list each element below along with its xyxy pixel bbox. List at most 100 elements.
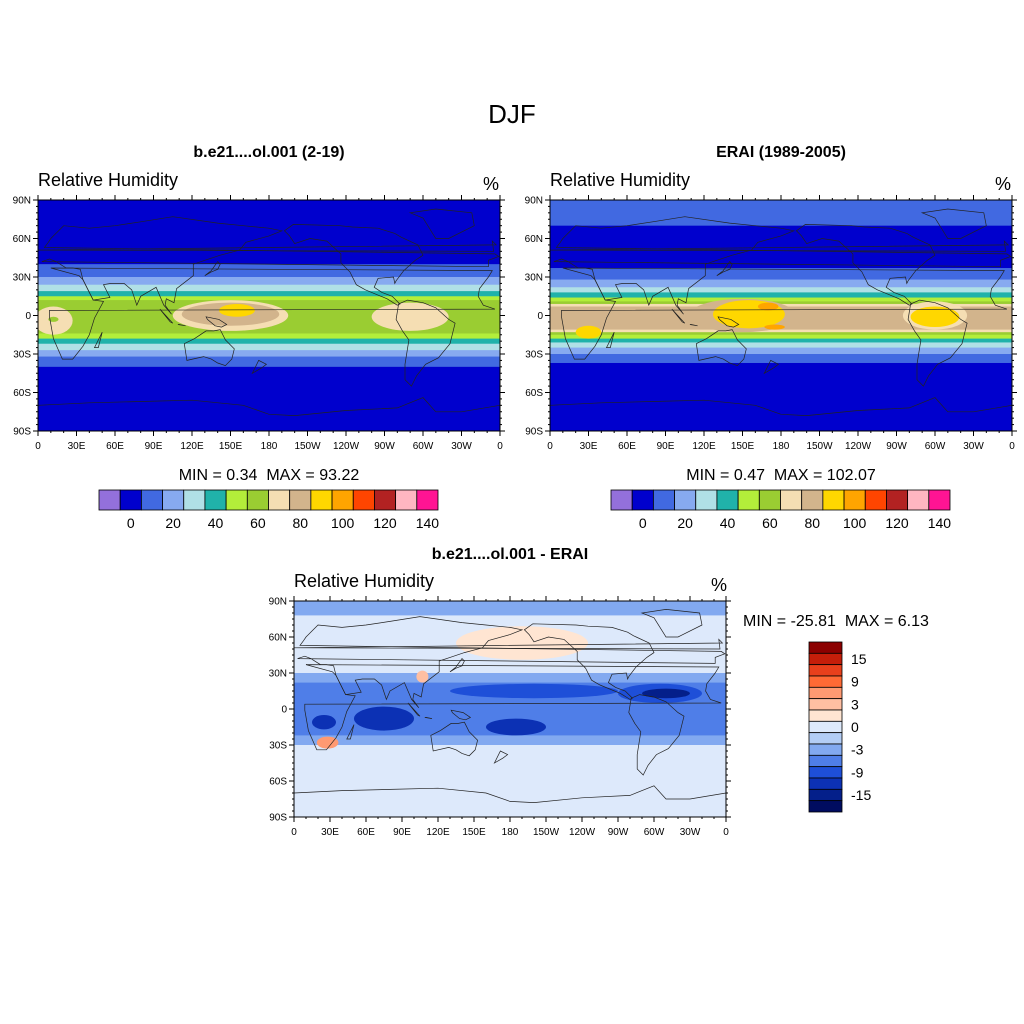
colorbar-model: 0 20 40 60 80 100 120 140 xyxy=(98,489,439,531)
panel-obs-variable: Relative Humidity xyxy=(550,170,691,190)
contour-region xyxy=(642,688,690,699)
lon-tick-label: 120E xyxy=(692,441,716,452)
colorbar-obs: 0 20 40 60 80 100 120 140 xyxy=(610,489,951,531)
lon-tick-label: 180 xyxy=(773,441,790,452)
coastline xyxy=(424,717,433,719)
colorbar-swatch xyxy=(716,489,739,511)
colorbar-swatch xyxy=(907,489,930,511)
colorbar-swatch xyxy=(695,489,718,511)
max-value: 102.07 xyxy=(826,467,876,484)
colorbar-diff: 15 9 3 0 -3 -9 -15 xyxy=(808,641,871,813)
colorbar-swatch xyxy=(610,489,633,511)
colorbar-swatch xyxy=(98,489,121,511)
lat-tick-label: 30S xyxy=(13,350,31,361)
lon-tick-label: 30E xyxy=(68,441,86,452)
colorbar-label: 40 xyxy=(720,515,736,531)
coastline xyxy=(159,308,174,324)
lat-tick-label: 60N xyxy=(525,234,543,245)
colorbar-swatch xyxy=(808,698,843,711)
max-label: MAX = xyxy=(844,613,894,630)
lat-tick-label: 30N xyxy=(269,669,287,680)
min-label: MIN = xyxy=(686,467,730,484)
colorbar-swatch xyxy=(737,489,760,511)
lat-tick-label: 90S xyxy=(525,427,543,438)
max-label: MAX = xyxy=(773,467,823,484)
lon-tick-label: 0 xyxy=(723,827,729,838)
lon-tick-label: 150W xyxy=(533,827,560,838)
panel-diff-units: % xyxy=(711,575,728,595)
lat-tick-label: 60S xyxy=(269,777,287,788)
lon-tick-label: 0 xyxy=(35,441,41,452)
coastline xyxy=(205,316,228,328)
coastline xyxy=(553,216,1012,315)
max-label: MAX = xyxy=(266,467,315,484)
colorbar-swatch xyxy=(631,489,654,511)
colorbar-swatch xyxy=(374,489,397,511)
contour-region xyxy=(764,324,785,330)
colorbar-label: 20 xyxy=(165,515,181,531)
coastline xyxy=(523,623,655,700)
lat-tick-label: 90S xyxy=(13,427,31,438)
colorbar-label: 0 xyxy=(639,515,647,531)
lon-tick-label: 150W xyxy=(294,441,321,452)
lon-tick-label: 0 xyxy=(547,441,553,452)
panel-model-units: % xyxy=(483,174,500,194)
coastline xyxy=(395,299,456,387)
contour-band xyxy=(550,200,1012,226)
coastline xyxy=(689,324,698,327)
coastline xyxy=(38,240,498,252)
colorbar-label: -15 xyxy=(851,787,871,803)
colorbar-swatch xyxy=(780,489,803,511)
colorbar-swatch xyxy=(140,489,163,511)
contour-region xyxy=(416,670,429,683)
lon-tick-label: 90E xyxy=(393,827,411,838)
coastline xyxy=(407,702,421,717)
colorbar-swatch xyxy=(808,732,843,745)
colorbar-label: 80 xyxy=(804,515,820,531)
colorbar-swatch xyxy=(808,800,843,813)
lon-tick-label: 150E xyxy=(219,441,243,452)
colorbar-swatch xyxy=(808,652,843,666)
colorbar-label: 3 xyxy=(851,696,859,712)
antarctic-coastline xyxy=(38,397,500,416)
lat-tick-label: 90N xyxy=(525,196,543,207)
lat-tick-label: 60N xyxy=(13,234,31,245)
coastline xyxy=(177,324,186,327)
lon-tick-label: 90E xyxy=(657,441,675,452)
colorbar-swatch xyxy=(843,489,866,511)
contour-region xyxy=(456,626,588,660)
coastline xyxy=(346,724,355,740)
coastline xyxy=(561,267,1008,360)
contour-region xyxy=(371,302,449,331)
lon-tick-label: 30E xyxy=(580,441,598,452)
coastline xyxy=(297,616,726,709)
lon-tick-label: 120W xyxy=(569,827,596,838)
coastline xyxy=(449,658,465,673)
colorbar-swatch xyxy=(808,777,843,790)
colorbar-swatch xyxy=(652,489,675,511)
lon-tick-label: 0 xyxy=(497,441,503,452)
map-obs: 90N 60N 30N 0 30S 60S 90S 0 30E 60E 90E 120E 150E 180… xyxy=(525,195,1017,452)
coastline xyxy=(251,359,268,375)
contour-region xyxy=(575,325,602,339)
colorbar-label: 120 xyxy=(373,515,397,531)
lon-tick-label: 60E xyxy=(357,827,375,838)
coastline xyxy=(907,299,968,387)
colorbar-swatch xyxy=(808,664,843,677)
colorbar-swatch xyxy=(674,489,697,511)
coastline xyxy=(283,224,424,306)
lat-tick-label: 90N xyxy=(13,196,31,207)
coastline xyxy=(49,267,496,360)
coastlines xyxy=(550,208,1012,416)
coastline xyxy=(795,224,936,306)
colorbar-swatch xyxy=(331,489,354,511)
min-value: 0.34 xyxy=(226,467,258,484)
colorbar-swatch xyxy=(808,788,843,802)
lon-tick-label: 120W xyxy=(333,441,360,452)
lon-tick-label: 90W xyxy=(608,827,629,838)
colorbar-label: 15 xyxy=(851,651,867,667)
colorbar-label: 40 xyxy=(208,515,224,531)
lon-tick-label: 0 xyxy=(291,827,297,838)
coastline xyxy=(294,638,724,650)
colorbar-swatch xyxy=(289,489,312,511)
